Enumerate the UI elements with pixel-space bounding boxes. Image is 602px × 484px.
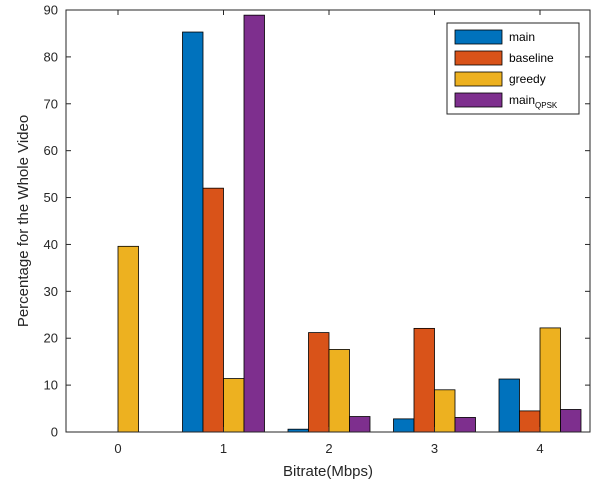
legend-label-text: main	[509, 93, 535, 107]
legend-swatch-3	[454, 71, 503, 87]
bar-3-cat-4	[539, 327, 561, 433]
bar-1-cat-1	[182, 31, 204, 433]
bar-3-cat-2	[328, 349, 350, 433]
legend-label-text: greedy	[509, 72, 546, 86]
legend-label-1: main	[509, 30, 535, 44]
x-tick-label: 3	[431, 441, 438, 456]
bar-1-cat-4	[498, 378, 520, 433]
legend-swatch-2	[454, 50, 503, 66]
x-tick-label: 4	[536, 441, 543, 456]
legend-label-text: main	[509, 30, 535, 44]
bar-4-cat-2	[349, 416, 371, 433]
bar-4-cat-3	[454, 417, 476, 433]
y-tick-label: 80	[44, 49, 58, 64]
x-axis: 0 1 2 3 4	[114, 10, 544, 456]
y-axis: 0 10 20 30 40 50 60 70 80 90	[44, 3, 590, 440]
y-tick-label: 50	[44, 190, 58, 205]
x-tick-label: 0	[114, 441, 121, 456]
bar-3-cat-0	[117, 245, 139, 433]
bar-2-cat-4	[519, 410, 541, 433]
bars-group	[117, 14, 582, 433]
y-tick-label: 60	[44, 143, 58, 158]
x-tick-label: 2	[325, 441, 332, 456]
legend-swatch-1	[454, 29, 503, 45]
x-axis-label: Bitrate(Mbps)	[283, 463, 373, 480]
legend-label-subscript: QPSK	[535, 101, 558, 110]
y-tick-label: 0	[51, 425, 58, 440]
y-tick-label: 20	[44, 331, 58, 346]
bar-4-cat-4	[560, 409, 582, 433]
y-tick-label: 40	[44, 237, 58, 252]
legend-label-3: greedy	[509, 72, 546, 86]
legend-label-4: mainQPSK	[509, 93, 558, 110]
y-tick-label: 10	[44, 378, 58, 393]
bar-3-cat-1	[223, 378, 245, 433]
x-tick-label: 1	[220, 441, 227, 456]
plot-frame	[65, 9, 591, 433]
y-axis-label: Percentage for the Whole Video	[15, 115, 32, 327]
bar-4-cat-1	[243, 14, 265, 433]
legend-swatch-4	[454, 92, 503, 108]
bar-2-cat-1	[202, 187, 224, 433]
bar-2-cat-2	[308, 332, 330, 433]
bar-2-cat-3	[413, 327, 435, 433]
y-tick-label: 70	[44, 96, 58, 111]
bar-3-cat-3	[434, 389, 456, 433]
y-tick-label: 90	[44, 3, 58, 18]
bar-1-cat-3	[393, 418, 415, 433]
legend-label-text: baseline	[509, 51, 554, 65]
y-tick-label: 30	[44, 284, 58, 299]
legend-label-2: baseline	[509, 51, 554, 65]
